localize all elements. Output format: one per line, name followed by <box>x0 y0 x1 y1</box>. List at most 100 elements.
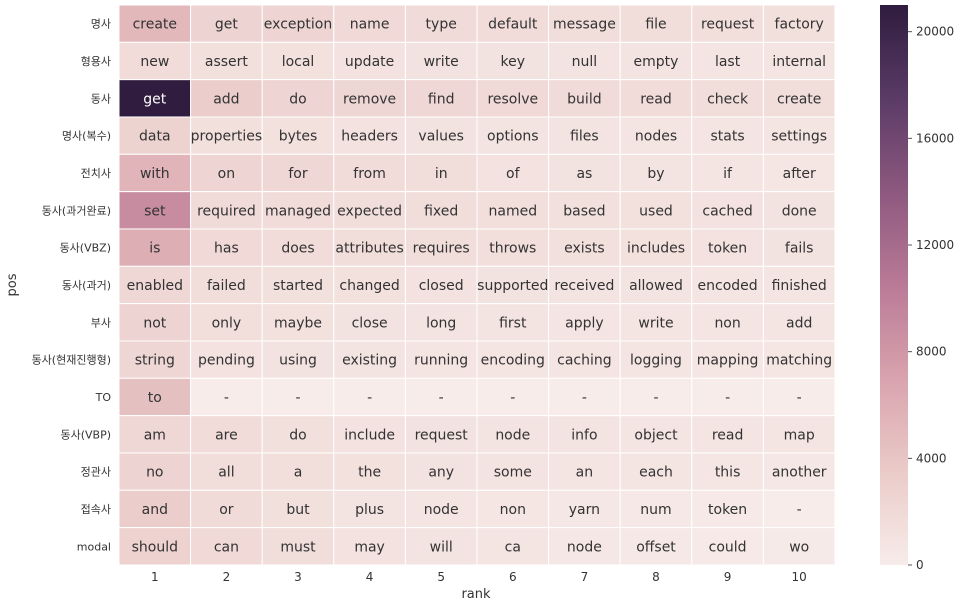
y-tick-label: TO <box>95 391 112 404</box>
cell-label: with <box>140 166 170 182</box>
heatmap-cell <box>190 377 263 417</box>
y-axis-title: pos <box>5 273 20 296</box>
heatmap-cell <box>118 191 192 230</box>
x-tick-label: 5 <box>437 570 445 584</box>
heatmap-cell <box>333 191 406 230</box>
heatmap-cell <box>762 415 836 454</box>
cell-label: if <box>723 166 733 182</box>
cell-label: name <box>350 17 390 33</box>
cell-label: write <box>638 315 673 331</box>
cell-label: null <box>572 54 598 70</box>
cell-label: set <box>144 203 166 219</box>
cell-label: yarn <box>569 502 600 518</box>
cell-label: settings <box>771 129 827 145</box>
colorbar-tick-label: 8000 <box>916 345 947 359</box>
colorbar <box>880 5 908 565</box>
cell-label: last <box>715 54 741 70</box>
heatmap-cell <box>404 340 478 379</box>
heatmap-cell <box>619 340 693 379</box>
cell-label: request <box>415 427 469 443</box>
cell-label: object <box>634 427 678 443</box>
heatmap-cell <box>261 377 335 417</box>
heatmap-cell <box>476 153 550 193</box>
heatmap-cell <box>261 452 335 491</box>
cell-label: as <box>576 166 592 182</box>
cell-label: fixed <box>424 203 458 219</box>
cell-label: finished <box>772 278 827 294</box>
heatmap-cell <box>118 452 192 491</box>
heatmap-cell <box>404 415 478 454</box>
heatmap-cell <box>333 452 406 491</box>
cell-label: find <box>428 91 455 107</box>
heatmap-cell <box>190 415 263 454</box>
cell-label: matching <box>766 353 832 369</box>
cell-label: has <box>214 241 239 257</box>
heatmap-cell <box>190 153 263 193</box>
heatmap-cell <box>261 415 335 454</box>
cell-label: this <box>715 465 741 481</box>
heatmap-cell <box>762 303 836 342</box>
heatmap-cell <box>762 228 836 267</box>
cell-label: add <box>213 91 239 107</box>
cell-label: node <box>567 539 602 555</box>
heatmap-cell <box>476 415 550 454</box>
cell-label: am <box>144 427 166 443</box>
cell-label: any <box>428 465 454 481</box>
cell-label: - <box>367 390 372 406</box>
cell-label: add <box>786 315 812 331</box>
y-tick-label: 형용사 <box>81 55 111 68</box>
x-tick-label: 3 <box>294 570 302 584</box>
cell-label: by <box>647 166 664 182</box>
cell-label: may <box>354 539 385 555</box>
heatmap-cell <box>261 191 335 230</box>
heatmap-cell <box>619 4 693 43</box>
colorbar-tick-label: 16000 <box>916 131 954 145</box>
heatmap-cell <box>261 527 335 566</box>
cell-label: using <box>279 353 317 369</box>
cell-label: exception <box>264 17 332 33</box>
cell-label: create <box>133 17 177 33</box>
heatmap-cell <box>619 415 693 454</box>
heatmap-cells: create get exception name type default message… <box>118 4 836 566</box>
cell-label: empty <box>634 54 679 70</box>
cell-label: remove <box>343 91 396 107</box>
cell-label: from <box>353 166 386 182</box>
heatmap-cell <box>333 303 406 342</box>
heatmap-cell <box>118 116 192 155</box>
cell-label: but <box>286 502 310 518</box>
cell-label: nodes <box>635 129 677 145</box>
cell-label: key <box>501 54 526 70</box>
cell-label: or <box>219 502 234 518</box>
cell-label: failed <box>207 278 246 294</box>
cell-label: first <box>499 315 527 331</box>
cell-label: could <box>709 539 747 555</box>
heatmap-cell <box>691 228 764 267</box>
cell-label: the <box>358 465 381 481</box>
cell-label: allowed <box>629 278 683 294</box>
cell-label: are <box>215 427 238 443</box>
cell-label: to <box>148 390 162 406</box>
cell-label: encoding <box>481 353 545 369</box>
heatmap-cell <box>762 153 836 193</box>
cell-label: default <box>488 17 538 33</box>
cell-label: based <box>563 203 605 219</box>
heatmap-cell <box>476 228 550 267</box>
y-tick-label: 부사 <box>91 316 111 329</box>
cell-label: supported <box>477 278 548 294</box>
y-tick-label: 동사(VBZ) <box>60 242 111 255</box>
cell-label: message <box>553 17 616 33</box>
cell-label: cached <box>702 203 752 219</box>
cell-label: long <box>426 315 456 331</box>
heatmap-cell <box>190 265 263 305</box>
cell-label: done <box>782 203 817 219</box>
cell-label: string <box>135 353 175 369</box>
heatmap-cell <box>333 41 406 81</box>
heatmap-cell <box>548 153 621 193</box>
cell-label: - <box>797 502 802 518</box>
heatmap-cell <box>762 377 836 417</box>
heatmap-cell <box>762 527 836 566</box>
y-tick-label: 명사(복수) <box>62 130 111 143</box>
cell-label: data <box>139 129 171 145</box>
cell-label: new <box>140 54 169 70</box>
cell-label: stats <box>711 129 745 145</box>
